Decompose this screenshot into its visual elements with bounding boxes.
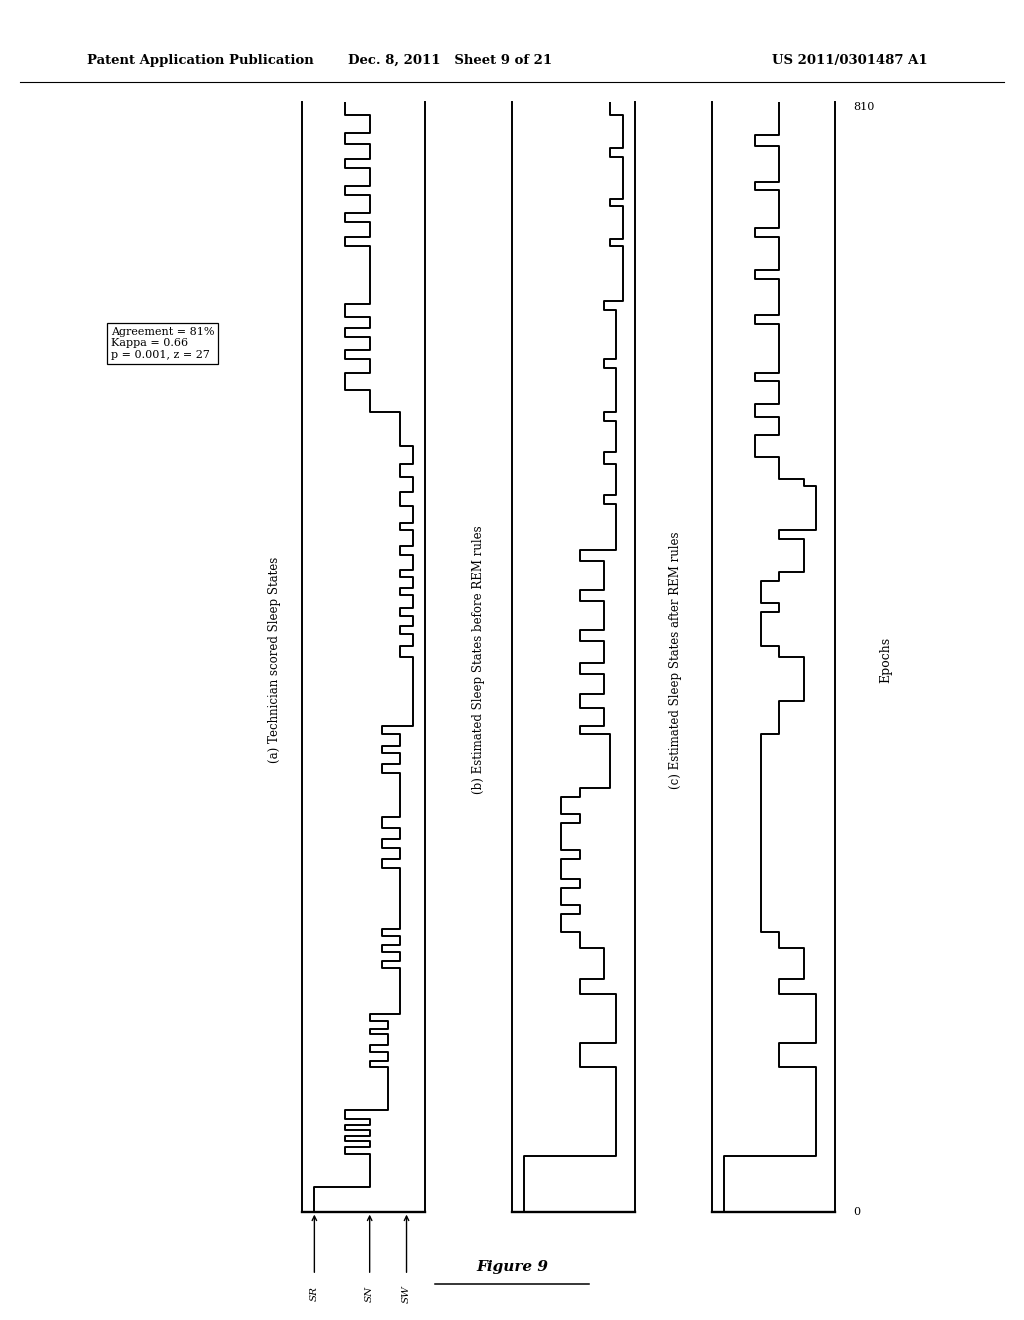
Text: Agreement = 81%
Kappa = 0.66
p = 0.001, z = 27: Agreement = 81% Kappa = 0.66 p = 0.001, …: [111, 326, 214, 360]
Text: SW: SW: [402, 1286, 411, 1303]
Text: Dec. 8, 2011   Sheet 9 of 21: Dec. 8, 2011 Sheet 9 of 21: [348, 54, 553, 67]
Text: Patent Application Publication: Patent Application Publication: [87, 54, 313, 67]
Text: 810: 810: [853, 102, 874, 112]
Text: Figure 9: Figure 9: [476, 1261, 548, 1274]
Text: US 2011/0301487 A1: US 2011/0301487 A1: [772, 54, 928, 67]
Text: (a) Technician scored Sleep States: (a) Technician scored Sleep States: [268, 557, 281, 763]
Text: (b) Estimated Sleep States before REM rules: (b) Estimated Sleep States before REM ru…: [472, 525, 484, 795]
Text: 0: 0: [853, 1206, 860, 1217]
Text: (c) Estimated Sleep States after REM rules: (c) Estimated Sleep States after REM rul…: [670, 531, 682, 789]
Text: Epochs: Epochs: [880, 638, 892, 682]
Text: SN: SN: [366, 1286, 374, 1302]
Text: SR: SR: [310, 1286, 318, 1300]
